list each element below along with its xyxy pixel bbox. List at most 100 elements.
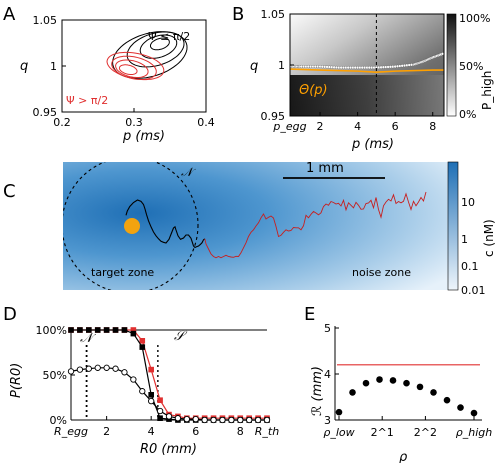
panel-d-series-line (71, 329, 267, 421)
panel-b-cbar-tick-0: 0% (459, 108, 476, 121)
panel-a-annotation-black: Ψ ≤ π/2 (148, 30, 190, 43)
panel-d-point (157, 415, 163, 421)
panel-b-colorbar (446, 13, 457, 117)
panel-d-point (254, 416, 262, 424)
panel-b-theta-label: Θ(p) (299, 83, 328, 98)
panel-e-ytick-label: 3 (324, 414, 331, 427)
panel-e-point (403, 379, 410, 387)
panel-d-point (112, 365, 119, 372)
panel-c-colorbar (447, 161, 459, 291)
panel-e-xtick-label: 2^2 (414, 426, 437, 439)
panel-d-point (112, 327, 119, 333)
panel-e-point (416, 383, 424, 391)
panel-d-point (94, 364, 101, 371)
panel-a-xtick-label: 0.3 (125, 116, 143, 129)
panel-d-point (130, 330, 137, 337)
panel-d-point (148, 397, 155, 405)
panel-d-point (192, 415, 199, 423)
panel-a-xlabel: p (ms) (122, 129, 165, 144)
panel-b-cbar-tick-100: 100% (459, 12, 490, 25)
panel-d-point (237, 416, 244, 424)
panel-d-point (156, 407, 164, 415)
panel-b-ylabel: q (250, 59, 258, 74)
panel-e-xlabel: ρ (399, 450, 408, 463)
panel-d-point (139, 344, 146, 350)
panel-c-letter: C (3, 181, 16, 202)
panel-e-ticks: 3 4 5 ρ_low 2^1 2^2 ρ_high (323, 322, 492, 439)
panel-d-plot (67, 327, 271, 424)
panel-d-xtick-label: 8 (237, 425, 244, 438)
panel-a-ticks: 0.2 0.3 0.4 0.95 1 1.05 (33, 14, 215, 129)
panel-d-point (201, 416, 208, 424)
panel-d-xtick-label: 6 (192, 425, 199, 438)
panel-d-point (174, 415, 182, 422)
panel-b-ytick-label: 1.05 (261, 8, 286, 21)
panel-d-point (148, 392, 154, 398)
panel-c-cbar-tick-10: 10 (461, 196, 475, 209)
panel-d-letter: D (3, 304, 17, 325)
panel-b-xtick-label: p_egg (272, 120, 306, 133)
panel-d-point (77, 327, 83, 333)
panel-e-point (389, 377, 397, 384)
panel-b-xlabel: p (ms) (351, 137, 394, 152)
panel-d-point (130, 376, 137, 383)
panel-e-point (362, 379, 370, 387)
panel-e-letter: E (304, 304, 315, 325)
panel-e-ytick-label: 5 (324, 322, 331, 335)
panel-c-trajectory-black (125, 199, 206, 249)
panel-e-point (430, 389, 437, 396)
panel-e-point (376, 376, 383, 383)
panel-d-point (85, 365, 92, 372)
panel-d-point (210, 416, 217, 424)
panel-d-point (219, 416, 226, 424)
panel-a-ylabel: q (20, 59, 28, 74)
panel-e-point (335, 408, 343, 416)
panel-c-scale-label: 1 mm (306, 161, 344, 176)
panel-c-cbar-tick-1: 1 (461, 233, 468, 246)
panel-d-vline-s-label: 𝒮 (174, 329, 188, 344)
panel-a-letter: A (3, 4, 16, 25)
panel-a-red-ring (106, 51, 165, 81)
panel-d-point (139, 388, 146, 395)
panel-c-trajectory-red (204, 191, 427, 259)
panel-b-xtick-label: 2 (317, 120, 324, 133)
panel-a-ytick-label: 1.05 (33, 14, 58, 27)
panel-a-xtick-label: 0.4 (197, 116, 215, 129)
panel-d-point (165, 413, 173, 420)
panel-d-xtick-label: R_th (255, 425, 279, 438)
panel-d-series-line (71, 329, 267, 419)
panel-d-point (67, 368, 75, 375)
panel-a-red-ring (111, 55, 157, 80)
panel-e-point (470, 409, 478, 417)
panel-d-xtick-label: R_egg (54, 425, 88, 438)
panel-b-ytick-label: 0.95 (261, 110, 286, 123)
panel-d-point (148, 366, 154, 373)
panel-b-xtick-label: 4 (354, 120, 361, 133)
panel-d-point (183, 415, 190, 423)
panel-b-xtick-label: 8 (429, 120, 436, 133)
panel-e-xtick-label: ρ_high (456, 426, 492, 439)
panel-c-target (124, 218, 140, 234)
panel-d-ylabel: P(R0) (9, 363, 24, 398)
panel-a-annotation-red: Ψ > π/2 (66, 94, 108, 107)
panel-d-point (103, 364, 110, 371)
panel-c-noise-label: noise zone (352, 266, 411, 279)
panel-e-point (349, 389, 356, 396)
panel-d-ytick-label: 0% (50, 414, 67, 427)
panel-a-plot (106, 31, 188, 81)
panel-b-ticks: p_egg 2 4 6 8 0.95 1 1.05 (261, 8, 437, 133)
panel-d-point (246, 416, 253, 424)
panel-e-ylabel: ℛ (mm) (310, 366, 325, 416)
panel-d-ticks: R_egg 2 4 6 8 R_th 0% 50% 100% (36, 324, 280, 438)
panel-c-boundary-label: 𝒩 (181, 165, 196, 179)
panel-b-xtick-label: 6 (392, 120, 399, 133)
panel-e-point (443, 396, 451, 404)
panel-c-target-label: target zone (91, 266, 154, 279)
panel-b-letter: B (232, 4, 244, 25)
panel-d-point (94, 327, 101, 333)
panel-d-xtick-label: 4 (148, 425, 155, 438)
panel-d-point (121, 327, 128, 333)
panel-d-xlabel: R0 (mm) (140, 442, 197, 457)
panel-c-cbar-tick-0-01: 0.01 (461, 284, 486, 297)
panel-c-cbar-label: c (nM) (482, 219, 496, 257)
